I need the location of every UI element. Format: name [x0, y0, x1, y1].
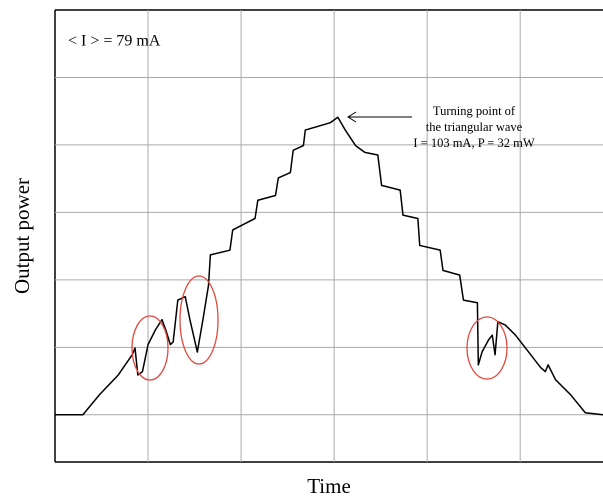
- trace: [55, 116, 603, 416]
- arrow-head: [347, 111, 357, 123]
- annotation: Turning point of: [433, 104, 516, 118]
- ellipse: [131, 315, 169, 381]
- plot-frame: [54, 9, 603, 463]
- marks: [55, 116, 603, 416]
- annotation: the triangular wave: [426, 120, 523, 134]
- ellipse: [179, 275, 219, 365]
- grid: [55, 10, 603, 462]
- x-axis-label: Time: [307, 474, 351, 498]
- ellipse: [466, 316, 508, 380]
- highlight-ellipses: [131, 275, 508, 381]
- y-axis-label: Output power: [10, 178, 34, 294]
- annotation: < I > = 79 mA: [68, 33, 161, 50]
- arrow: [347, 111, 412, 123]
- annotation: I = 103 mA, P = 32 mW: [413, 136, 534, 150]
